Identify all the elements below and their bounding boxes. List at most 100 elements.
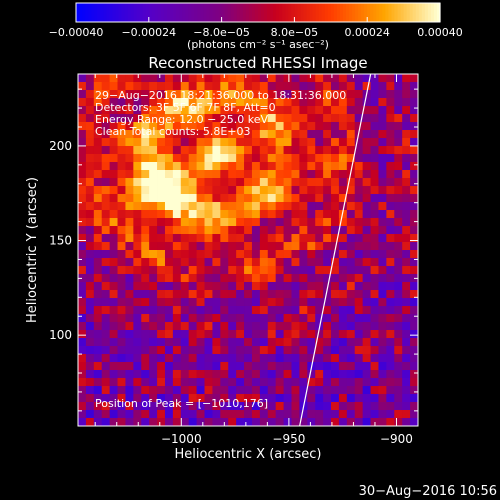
heatmap-cell xyxy=(331,378,340,387)
heatmap-cell xyxy=(378,402,387,411)
colorbar-cell xyxy=(239,3,244,22)
heatmap-cell xyxy=(346,218,356,227)
heatmap-cell xyxy=(157,378,166,387)
heatmap-cell xyxy=(394,250,403,259)
heatmap-cell xyxy=(338,306,348,315)
heatmap-cell xyxy=(275,378,284,387)
heatmap-cell xyxy=(172,386,182,395)
heatmap-cell xyxy=(338,362,348,371)
heatmap-cell xyxy=(307,170,316,179)
heatmap-cell xyxy=(354,282,364,291)
heatmap-cell xyxy=(394,282,403,291)
heatmap-cell xyxy=(188,258,198,267)
heatmap-cell xyxy=(259,250,269,259)
heatmap-cell xyxy=(212,210,221,219)
heatmap-cell xyxy=(386,346,395,355)
heatmap-cell xyxy=(85,250,95,259)
heatmap-cell xyxy=(236,258,245,267)
heatmap-cell xyxy=(394,378,403,387)
colorbar-tick-label: 0.00040 xyxy=(417,26,463,39)
heatmap-cell xyxy=(149,370,158,379)
heatmap-cell xyxy=(275,386,284,395)
heatmap-cell xyxy=(410,138,419,147)
heatmap-cell xyxy=(410,226,419,235)
heatmap-cell xyxy=(394,258,403,267)
heatmap-cell xyxy=(228,82,237,91)
heatmap-cell xyxy=(370,82,379,91)
heatmap-cell xyxy=(378,298,387,307)
heatmap-cell xyxy=(212,234,221,243)
heatmap-cell xyxy=(402,298,411,307)
heatmap-cell xyxy=(331,258,340,267)
heatmap-cell xyxy=(323,202,332,211)
heatmap-cell xyxy=(212,74,221,83)
heatmap-cell xyxy=(228,338,237,347)
colorbar-cell xyxy=(406,3,411,22)
heatmap-cell xyxy=(244,258,253,267)
heatmap-cell xyxy=(299,338,308,347)
heatmap-cell xyxy=(188,234,198,243)
heatmap-cell xyxy=(394,82,403,91)
heatmap-cell xyxy=(267,338,277,347)
heatmap-cell xyxy=(220,322,229,331)
heatmap-cell xyxy=(402,370,411,379)
chart-title: Reconstructed RHESSI Image xyxy=(148,54,367,72)
heatmap-cell xyxy=(370,146,379,155)
colorbar-cell xyxy=(397,3,402,22)
heatmap-cell xyxy=(117,410,126,419)
heatmap-cell xyxy=(331,170,340,179)
heatmap-cell xyxy=(78,306,87,315)
heatmap-cell xyxy=(212,130,221,139)
heatmap-cell xyxy=(283,210,292,219)
heatmap-cell xyxy=(101,290,111,299)
heatmap-cell xyxy=(307,114,316,123)
heatmap-cell xyxy=(149,410,158,419)
heatmap-cell xyxy=(299,258,308,267)
heatmap-cell xyxy=(315,226,324,235)
heatmap-cell xyxy=(283,74,292,83)
heatmap-cell xyxy=(78,250,87,259)
heatmap-cell xyxy=(291,138,300,147)
colorbar-cell xyxy=(212,3,217,22)
heatmap-cell xyxy=(164,378,174,387)
heatmap-cell xyxy=(244,130,253,139)
heatmap-cell xyxy=(394,410,403,419)
heatmap-cell xyxy=(251,178,261,187)
heatmap-cell xyxy=(267,178,277,187)
heatmap-cell xyxy=(117,330,126,339)
heatmap-cell xyxy=(331,410,340,419)
heatmap-cell xyxy=(323,242,332,251)
heatmap-cell xyxy=(117,346,126,355)
heatmap-cell xyxy=(370,250,379,259)
heatmap-cell xyxy=(101,186,111,195)
heatmap-cell xyxy=(188,218,198,227)
heatmap-cell xyxy=(141,90,150,99)
heatmap-cell xyxy=(196,274,205,283)
heatmap-cell xyxy=(275,250,284,259)
heatmap-cell xyxy=(394,274,403,283)
heatmap-cell xyxy=(354,394,364,403)
heatmap-cell xyxy=(299,354,308,363)
heatmap-cell xyxy=(410,146,419,155)
colorbar-cell xyxy=(85,3,89,22)
heatmap-cell xyxy=(101,74,111,83)
heatmap-cell xyxy=(386,122,395,131)
heatmap-cell xyxy=(315,90,324,99)
heatmap-cell xyxy=(196,194,205,203)
heatmap-cell xyxy=(157,242,166,251)
heatmap-cell xyxy=(394,314,403,323)
heatmap-cell xyxy=(101,106,111,115)
heatmap-cell xyxy=(141,178,150,187)
heatmap-cell xyxy=(164,362,174,371)
heatmap-cell xyxy=(125,266,134,275)
heatmap-cell xyxy=(346,98,356,107)
heatmap-cell xyxy=(283,202,292,211)
colorbar-tick-label: −0.00040 xyxy=(49,26,104,39)
heatmap-cell xyxy=(315,346,324,355)
heatmap-cell xyxy=(133,218,142,227)
heatmap-cell xyxy=(291,98,300,107)
heatmap-cell xyxy=(354,306,364,315)
colorbar-cell xyxy=(309,3,314,22)
heatmap-cell xyxy=(307,386,316,395)
heatmap-cell xyxy=(85,90,95,99)
